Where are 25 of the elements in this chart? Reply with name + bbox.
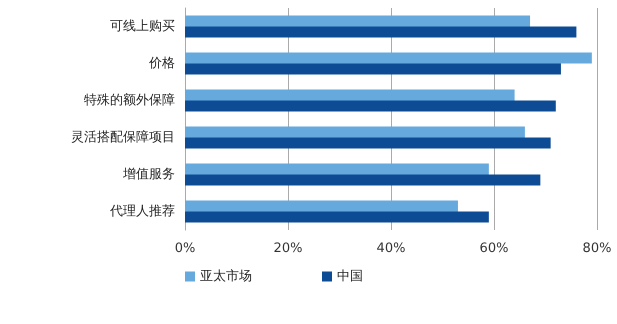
y-tick-label: 价格 [148, 56, 175, 71]
x-tick-label: 40% [376, 241, 406, 256]
bar [185, 100, 556, 112]
bar [185, 64, 561, 74]
x-tick-label: 80% [582, 241, 612, 256]
y-tick-label: 代理人推荐 [109, 204, 175, 219]
x-tick-label: 20% [274, 241, 302, 256]
x-tick-label: 60% [480, 241, 508, 256]
bar [185, 138, 551, 148]
bar [185, 126, 525, 138]
y-tick-label: 增值服务 [122, 167, 175, 182]
legend-label: 中国 [337, 269, 363, 284]
bar [185, 164, 489, 174]
bar [185, 26, 576, 38]
bar [185, 90, 515, 100]
y-tick-label: 可线上购买 [110, 19, 175, 34]
legend-label: 亚太市场 [200, 269, 252, 284]
bar [185, 52, 592, 64]
bar [185, 200, 458, 212]
bar [185, 212, 489, 222]
bar [185, 174, 540, 186]
bar [185, 16, 530, 26]
y-tick-label: 灵活搭配保障项目 [71, 130, 175, 145]
y-tick-label: 特殊的额外保障 [84, 93, 175, 108]
x-tick-label: 0% [174, 241, 196, 256]
